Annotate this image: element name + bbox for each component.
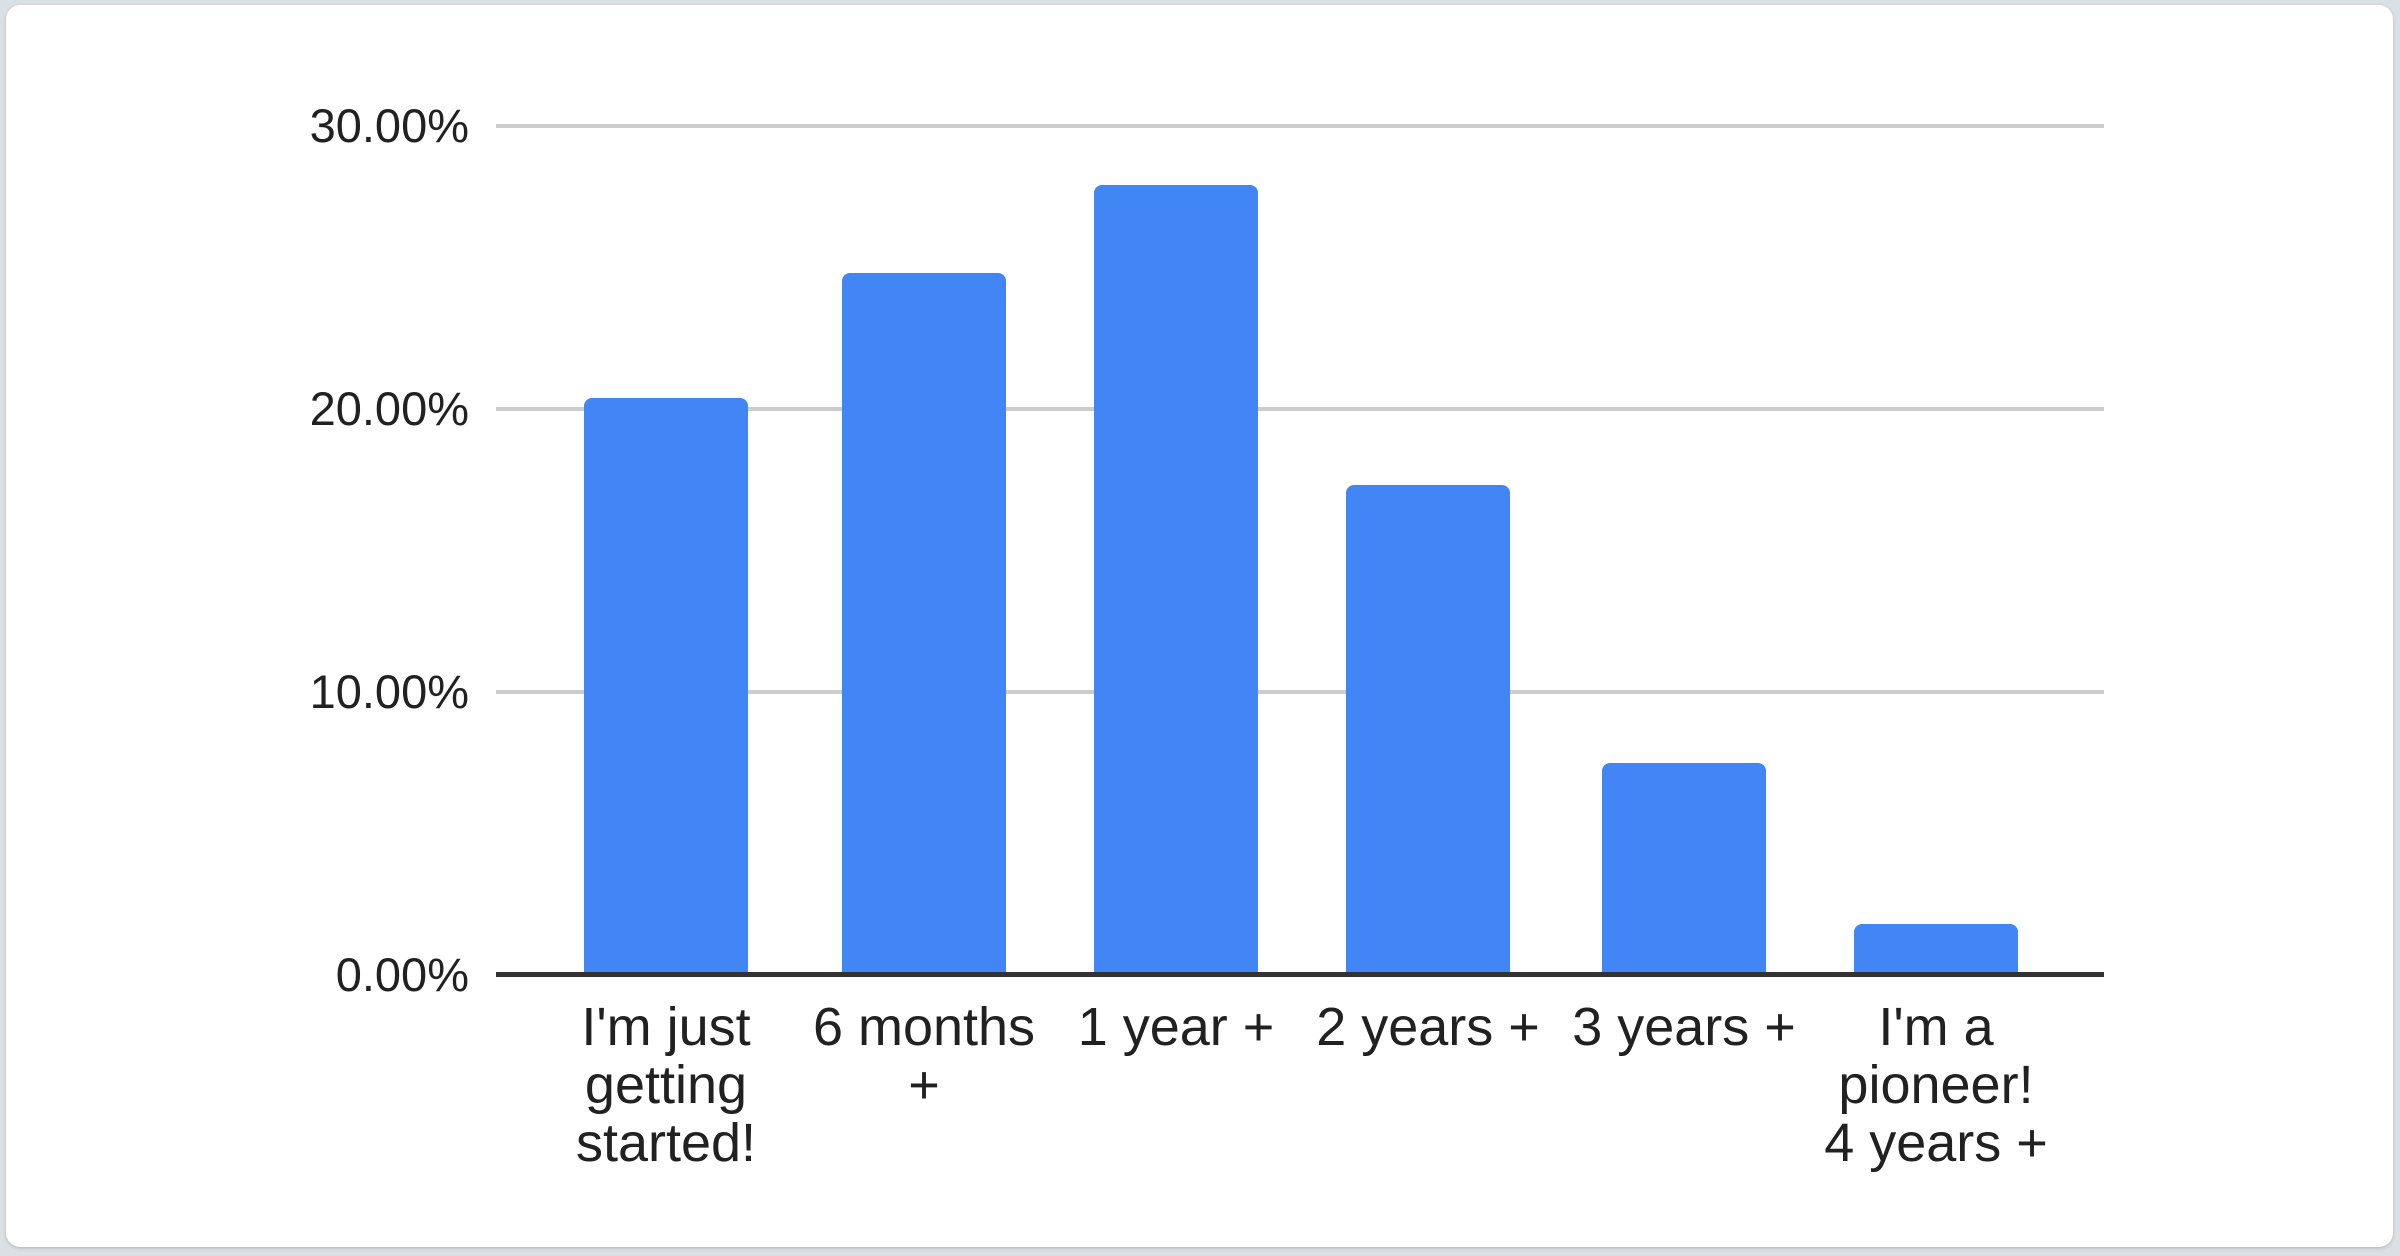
chart-bar[interactable] (1602, 762, 1766, 975)
x-axis-category-label: 3 years + (1572, 997, 1796, 1057)
x-axis-category-label: I'm a pioneer! 4 years + (1824, 997, 2048, 1173)
y-axis-tick-label: 0.00% (335, 948, 469, 1001)
y-gridline (496, 407, 2104, 411)
x-axis-category-label: I'm just getting started! (575, 997, 757, 1173)
y-axis-tick-label: 30.00% (309, 99, 469, 152)
y-axis-tick-label: 10.00% (309, 665, 469, 718)
chart-bar[interactable] (842, 273, 1006, 975)
y-gridline (496, 124, 2104, 128)
x-axis-category-label: 1 year + (1077, 997, 1275, 1057)
y-axis-tick-label: 20.00% (309, 382, 469, 435)
x-axis-category-label: 2 years + (1316, 997, 1540, 1057)
chart-bar[interactable] (1854, 924, 2018, 975)
chart-bar[interactable] (584, 397, 748, 975)
chart-bar[interactable] (1094, 185, 1258, 975)
x-axis-category-label: 6 months + (812, 997, 1036, 1115)
chart-card: 0.00% 10.00% 20.00% 30.00% I'm just getting … (6, 5, 2393, 1247)
chart-bar[interactable] (1346, 485, 1510, 975)
y-gridline (496, 690, 2104, 694)
bar-chart: 0.00% 10.00% 20.00% 30.00% I'm just getting … (6, 5, 2393, 1247)
x-axis-baseline (496, 972, 2104, 977)
